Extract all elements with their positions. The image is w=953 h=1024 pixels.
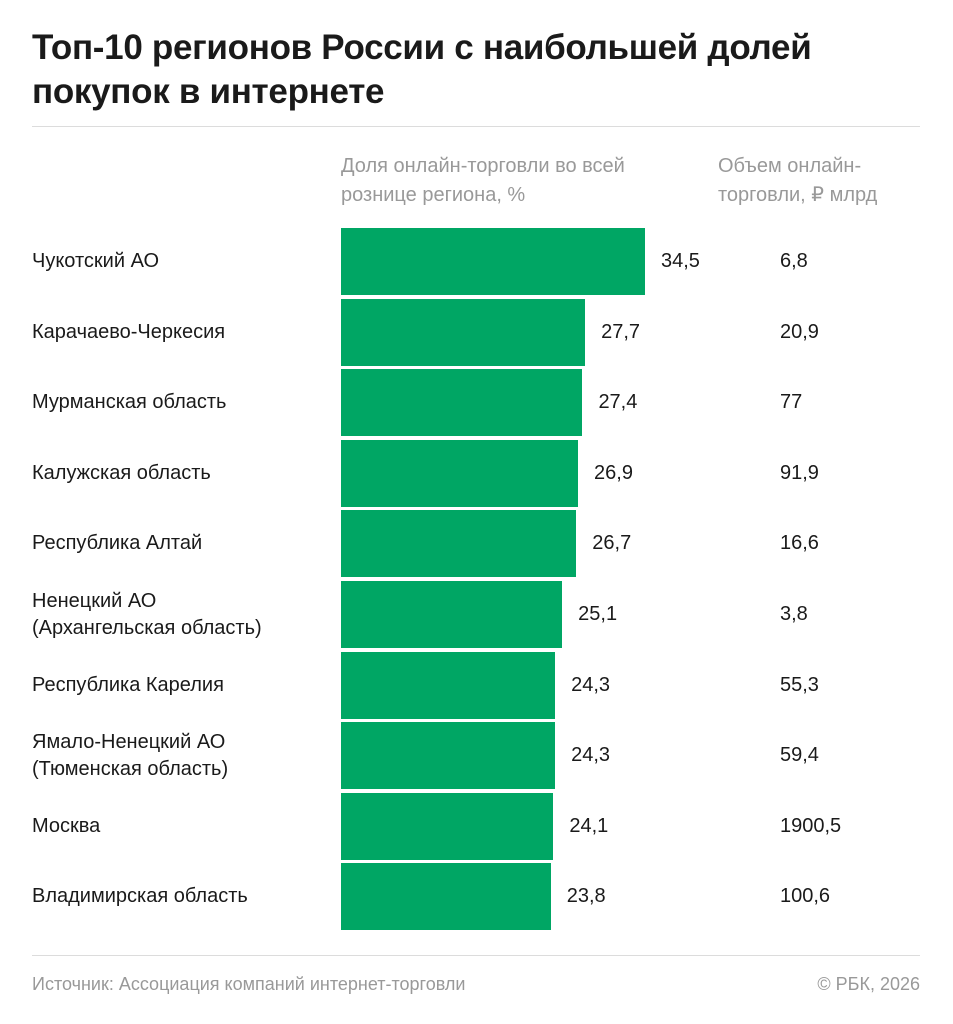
volume-value: 3,8 [780,603,808,625]
bar [341,722,556,790]
value-label: 24,3 [571,744,611,767]
bottom-divider [32,955,920,956]
bar [341,792,554,860]
category-label-line: Ненецкий АО [32,589,157,612]
copyright: © РБК, 2026 [817,974,920,994]
value-label: 24,3 [571,673,611,696]
value-label: 34,5 [661,250,700,272]
bar [341,228,645,295]
category-label-line: Республика Карелия [32,673,224,696]
volume-value: 59,4 [780,744,819,767]
value-label: 27,7 [601,320,641,343]
category-label: Калужская область [32,440,211,507]
bar [341,863,551,931]
value-label: 27,4 [598,391,638,414]
bar [341,298,586,366]
bar [341,439,579,507]
volume-value: 6,8 [780,250,808,272]
volume-value: 77 [780,391,803,414]
category-label-line: Чукотский АО [32,250,160,272]
category-label: Ямало-Ненецкий АО (Тюменская область) [32,722,228,789]
category-label-line: (Архангельская область) [32,616,262,639]
category-label: Мурманская область [32,369,226,436]
value-label: 26,7 [592,532,632,555]
source-note: Источник: Ассоциация компаний интернет-т… [32,974,466,994]
chart-title: Топ-10 регионов России с наибольшей доле… [32,28,812,111]
category-label-line: (Тюменская область) [32,757,229,780]
category-label-line: Республика Алтай [32,532,203,555]
volume-column-header: Объем онлайн-торговли, ₽ млрд [718,155,878,206]
category-label: Чукотский АО [32,228,159,295]
value-label: 25,1 [578,603,618,625]
volume-value: 100,6 [780,885,831,908]
value-label: 23,8 [566,885,606,908]
top-divider [32,126,920,127]
category-label-line: Карачаево-Черкесия [32,320,226,343]
category-label-line: Ямало-Ненецкий АО [32,730,226,753]
volume-value: 55,3 [780,673,819,696]
volume-value: 91,9 [780,461,819,484]
category-label: Москва [32,793,100,860]
value-label: 26,9 [594,461,633,484]
category-label-line: Москва [32,814,101,837]
bar [341,581,563,648]
category-label: Республика Карелия [32,652,224,719]
volume-value: 16,6 [780,532,819,555]
value-label: 24,1 [569,814,609,837]
category-label: Республика Алтай [32,510,202,577]
category-label: Карачаево-Черкесия [32,299,225,366]
category-label: Ненецкий АО (Архангельская область) [32,581,262,648]
category-label-line: Владимирская область [32,885,248,908]
category-label-line: Калужская область [32,461,211,484]
bar [341,651,556,719]
bar [341,510,577,578]
share-column-header: Доля онлайн-торговли во всей рознице рег… [341,155,625,206]
category-label-line: Мурманская область [32,391,227,414]
volume-value: 20,9 [780,320,819,343]
category-label: Владимирская область [32,863,248,930]
volume-value: 1900,5 [780,814,842,837]
bar [341,369,583,437]
